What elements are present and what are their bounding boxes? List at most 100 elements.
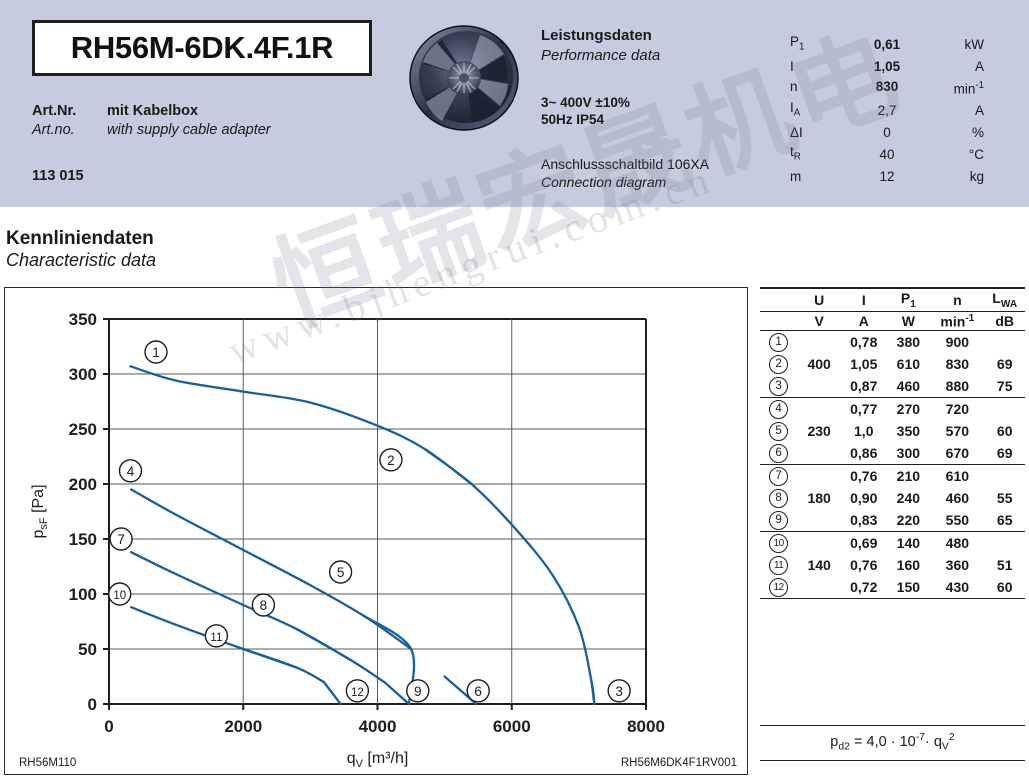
row-index: 9 bbox=[760, 509, 797, 532]
cell-voltage bbox=[797, 330, 842, 354]
table-row[interactable]: 12 0,72 150 430 60 bbox=[760, 576, 1025, 599]
performance-value: 0 bbox=[883, 124, 891, 140]
curve-label-circle bbox=[328, 560, 353, 584]
cell-current: 0,87 bbox=[850, 378, 878, 395]
curve-number-badge: 3 bbox=[769, 377, 789, 397]
table-row[interactable]: 11 140 0,76 160 360 51 bbox=[760, 554, 1025, 576]
curve-number-badge: 11 bbox=[769, 556, 789, 576]
curve-number-badge: 7 bbox=[769, 467, 789, 487]
performance-unit: °C bbox=[968, 146, 984, 162]
curve-number-badge: 4 bbox=[769, 400, 789, 420]
performance-title-de: Leistungsdaten bbox=[541, 27, 652, 44]
cell-speed: 610 bbox=[930, 464, 985, 488]
article-number: 113 015 bbox=[32, 168, 84, 184]
cell-speed: 550 bbox=[945, 512, 970, 529]
curve-label-circle bbox=[108, 582, 132, 606]
table-row[interactable]: 7 0,76 210 610 bbox=[760, 464, 1025, 488]
cell-voltage bbox=[797, 531, 842, 555]
cell-power: 160 bbox=[896, 557, 921, 574]
row-index: 4 bbox=[760, 397, 798, 421]
y-axis-tick-label: 350 bbox=[69, 310, 97, 329]
curve-line-12 bbox=[322, 680, 342, 706]
curve-number-badge: 5 bbox=[769, 422, 789, 442]
characteristic-curve-chart: 0 50 100 150 200 250 300 350 0 2000 4000 6000 8000 1 2… bbox=[4, 287, 748, 775]
row-index: 8 bbox=[760, 487, 797, 509]
table-row[interactable]: 4 0,77 270 720 bbox=[760, 397, 1025, 421]
cell-sound-power: 60 bbox=[996, 579, 1013, 596]
cell-current: 0,78 bbox=[841, 330, 887, 354]
article-value-de: mit Kabelbox bbox=[107, 103, 199, 119]
row-index: 6 bbox=[760, 442, 797, 465]
curve-label-circle bbox=[144, 340, 168, 364]
cell-sound-power bbox=[984, 330, 1025, 354]
cell-speed: 430 bbox=[945, 579, 970, 596]
y-axis-title: psF [Pa] bbox=[30, 484, 50, 538]
cell-voltage bbox=[797, 442, 841, 465]
table-row[interactable]: 8 180 0,90 240 460 55 bbox=[760, 487, 1025, 509]
cell-sound-power: 55 bbox=[996, 490, 1013, 507]
curve-label-11: 11 bbox=[204, 624, 229, 648]
cell-sound-power bbox=[984, 531, 1025, 555]
curve-label-circle bbox=[406, 679, 430, 703]
curve-label-text: 7 bbox=[117, 532, 125, 547]
column-header: A bbox=[841, 310, 887, 331]
frequency-spec: 50Hz IP54 bbox=[541, 112, 605, 127]
performance-symbol: n bbox=[790, 79, 798, 95]
curve-line-6 bbox=[443, 675, 478, 706]
x-axis-tick-label: 8000 bbox=[627, 717, 665, 736]
cell-power: 460 bbox=[896, 378, 921, 395]
curve-label-text: 3 bbox=[615, 684, 623, 699]
cell-power: 270 bbox=[886, 397, 931, 421]
table-row[interactable]: 9 0,83 220 550 65 bbox=[760, 509, 1025, 532]
cell-current: 1,0 bbox=[854, 423, 874, 440]
curve-label-10: 10 bbox=[108, 582, 132, 606]
article-label-en: Art.no. bbox=[32, 122, 75, 138]
table-row[interactable]: 3 0,87 460 880 75 bbox=[760, 375, 1025, 398]
table-row[interactable]: 1 0,78 380 900 bbox=[760, 330, 1025, 354]
x-axis-tick-label: 2000 bbox=[224, 717, 262, 736]
cell-power: 150 bbox=[896, 579, 921, 596]
performance-symbol: ΔI bbox=[790, 124, 803, 140]
table-row[interactable]: 10 0,69 140 480 bbox=[760, 531, 1025, 555]
performance-unit: kW bbox=[964, 36, 985, 52]
performance-symbol: IA bbox=[790, 100, 801, 119]
curve-number-badge: 8 bbox=[769, 489, 789, 509]
curve-label-circle bbox=[204, 624, 229, 648]
curve-label-text: 4 bbox=[127, 464, 135, 479]
x-axis-title: qV [m³/h] bbox=[347, 750, 409, 770]
column-header bbox=[760, 310, 798, 331]
cell-voltage bbox=[797, 576, 841, 599]
cell-sound-power bbox=[984, 397, 1025, 421]
table-row[interactable]: 2 400 1,05 610 830 69 bbox=[760, 353, 1025, 375]
table-row[interactable]: 6 0,86 300 670 69 bbox=[760, 442, 1025, 465]
cell-voltage bbox=[797, 397, 842, 421]
cell-current: 1,05 bbox=[850, 356, 878, 373]
cell-voltage bbox=[797, 464, 842, 488]
curve-label-text: 11 bbox=[210, 632, 222, 644]
table-bottom-rule bbox=[760, 598, 1025, 602]
performance-value: 0,61 bbox=[873, 36, 901, 52]
cell-current: 0,86 bbox=[850, 445, 878, 462]
curve-line-9 bbox=[383, 680, 411, 706]
curve-number-badge: 2 bbox=[769, 355, 789, 375]
y-axis-tick-label: 100 bbox=[69, 585, 97, 604]
curve-label-circle bbox=[109, 527, 133, 551]
performance-unit: A bbox=[974, 58, 984, 74]
chart-footer-right: RH56M6DK4F1RV001 bbox=[620, 757, 737, 769]
curve-line-1 bbox=[129, 365, 473, 486]
cell-power: 300 bbox=[896, 445, 921, 462]
curve-label-4: 4 bbox=[118, 459, 143, 483]
column-header: I bbox=[841, 286, 887, 312]
cell-sound-power: 65 bbox=[996, 512, 1013, 529]
table-row[interactable]: 5 230 1,0 350 570 60 bbox=[760, 420, 1025, 442]
performance-symbol: tR bbox=[790, 143, 801, 163]
row-index: 3 bbox=[760, 375, 797, 398]
y-axis-tick-label: 50 bbox=[78, 640, 97, 659]
row-index: 12 bbox=[760, 576, 797, 599]
cell-sound-power bbox=[984, 464, 1025, 488]
performance-value: 12 bbox=[879, 168, 895, 184]
performance-row: I 1,05 A bbox=[790, 58, 984, 77]
